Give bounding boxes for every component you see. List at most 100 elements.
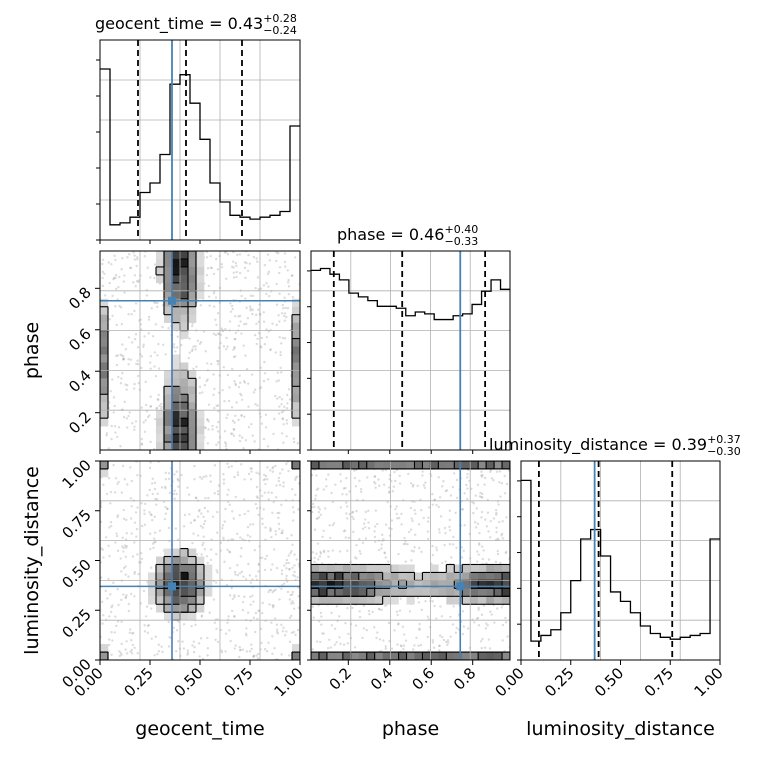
density-cell [422, 580, 431, 589]
scatter-point [463, 492, 466, 495]
scatter-point [151, 477, 154, 481]
scatter-point [230, 465, 233, 468]
scatter-point [113, 254, 116, 258]
scatter-point [110, 605, 113, 609]
density-cell [502, 596, 510, 605]
scatter-point [330, 611, 333, 615]
scatter-point [125, 652, 129, 655]
scatter-point [125, 640, 128, 643]
density-cell [164, 588, 173, 597]
scatter-point [287, 469, 290, 473]
scatter-point [384, 556, 387, 559]
scatter-point [113, 404, 116, 408]
scatter-point [486, 511, 490, 514]
density-cell [188, 378, 197, 387]
scatter-point [223, 399, 226, 403]
scatter-point [476, 483, 480, 487]
x-tick-label: 0.4 [367, 664, 397, 694]
scatter-point [352, 530, 355, 534]
x-tick-label: 0.50 [170, 664, 206, 700]
scatter-point [275, 323, 279, 327]
scatter-point [319, 550, 322, 554]
scatter-point [292, 573, 295, 577]
scatter-point [426, 615, 430, 618]
scatter-point [180, 343, 183, 347]
scatter-point [237, 418, 240, 422]
density-cell [334, 580, 344, 589]
scatter-point [156, 398, 160, 402]
scatter-point [233, 346, 236, 350]
scatter-point [393, 470, 396, 474]
scatter-point [285, 577, 288, 581]
scatter-point [133, 382, 136, 386]
scatter-point [402, 644, 406, 647]
scatter-point [173, 346, 176, 349]
scatter-point [122, 280, 126, 283]
scatter-point [240, 394, 243, 397]
scatter-point [494, 508, 498, 512]
scatter-point [280, 342, 283, 345]
scatter-point [392, 485, 396, 488]
scatter-point [480, 495, 483, 499]
density-cell [100, 378, 109, 387]
scatter-point [217, 441, 220, 444]
scatter-point [289, 551, 292, 555]
scatter-point [245, 367, 249, 371]
density-cell [292, 402, 300, 411]
density-cell [164, 290, 173, 300]
scatter-point [198, 342, 202, 346]
scatter-point [231, 597, 234, 601]
scatter-point [143, 624, 146, 627]
scatter-point [167, 620, 170, 624]
scatter-point [496, 549, 499, 553]
density-cell [350, 596, 360, 605]
scatter-point [212, 292, 216, 295]
scatter-point [226, 373, 230, 377]
scatter-point [282, 582, 286, 585]
scatter-point [130, 648, 134, 652]
scatter-point [260, 556, 264, 559]
density-cell [326, 652, 336, 660]
density-cell [172, 394, 181, 403]
scatter-point [121, 464, 125, 468]
density-cell [374, 564, 383, 573]
scatter-point [262, 320, 266, 323]
scatter-point [116, 549, 120, 553]
scatter-point [240, 463, 243, 466]
density-cell [502, 588, 510, 597]
scatter-point [275, 630, 279, 633]
density-cell [172, 258, 181, 268]
scatter-point [120, 620, 123, 623]
scatter-point [241, 600, 245, 604]
scatter-point [129, 650, 132, 653]
scatter-point [275, 484, 278, 487]
x-tick-label: 0.75 [641, 664, 677, 700]
scatter-point [223, 251, 227, 254]
scatter-point [266, 378, 270, 381]
scatter-point [476, 522, 480, 526]
scatter-point [490, 613, 493, 616]
density-cell [100, 386, 109, 395]
scatter-point [116, 515, 119, 519]
scatter-point [240, 294, 243, 298]
density-cell [478, 572, 487, 581]
scatter-point [265, 554, 269, 558]
scatter-point [418, 627, 421, 630]
scatter-point [319, 611, 323, 615]
density-cell [470, 652, 479, 660]
scatter-point [194, 345, 197, 348]
scatter-point [199, 637, 203, 640]
scatter-point [205, 273, 209, 277]
density-cell [172, 354, 181, 363]
density-cell [292, 461, 300, 470]
scatter-point [202, 522, 206, 526]
scatter-point [233, 314, 237, 318]
scatter-point [135, 362, 138, 366]
scatter-point [391, 489, 395, 493]
density-cell [342, 572, 352, 581]
scatter-point [210, 266, 214, 270]
scatter-point [490, 477, 494, 480]
scatter-point [278, 483, 282, 487]
scatter-point [216, 489, 220, 493]
scatter-point [315, 552, 318, 555]
